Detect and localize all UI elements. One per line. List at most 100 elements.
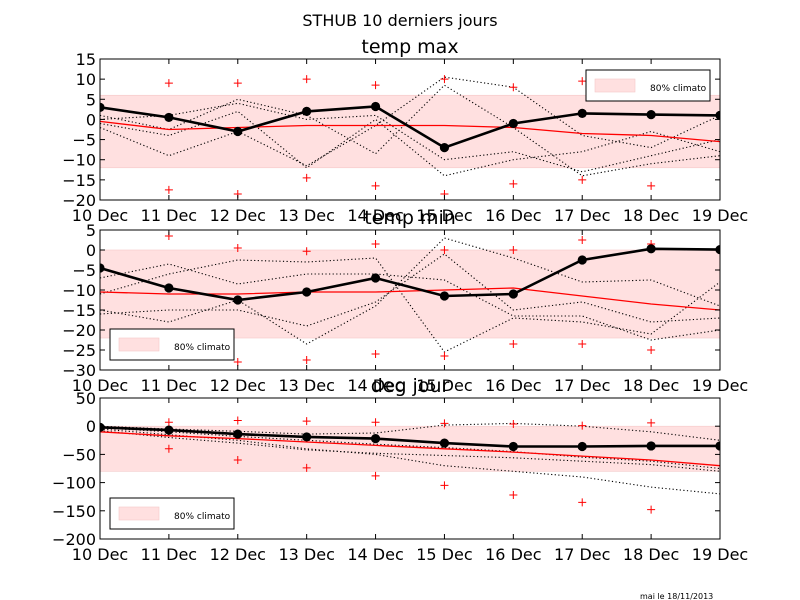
x-tick-label: 13 Dec <box>278 376 334 395</box>
extreme-lower-marker <box>647 181 656 190</box>
observed-point <box>164 112 174 123</box>
extreme-lower-marker <box>164 185 173 194</box>
x-tick-label: 16 Dec <box>485 206 541 225</box>
extreme-lower-marker <box>302 356 311 364</box>
y-tick-label: −30 <box>62 361 96 380</box>
x-tick-label: 15 Dec <box>416 206 472 225</box>
x-tick-label: 13 Dec <box>278 206 334 225</box>
y-tick-label: 0 <box>86 417 96 436</box>
ensemble-line-2 <box>100 110 720 177</box>
legend-swatch <box>594 78 636 93</box>
ensemble-line-0 <box>100 76 720 167</box>
x-tick-label: 14 Dec <box>347 206 403 225</box>
extreme-upper-marker <box>371 81 380 90</box>
x-tick-label: 16 Dec <box>485 545 541 564</box>
legend: 80% climato <box>109 497 235 530</box>
x-tick-label: 12 Dec <box>210 206 266 225</box>
observed-point <box>370 434 381 444</box>
observed-point <box>577 255 587 265</box>
climato-band <box>100 425 720 472</box>
extreme-lower-marker <box>509 179 518 188</box>
extreme-lower-marker <box>578 340 587 348</box>
extreme-upper-marker <box>233 416 242 425</box>
legend: 80% climato <box>585 69 711 102</box>
observed-point <box>233 429 243 439</box>
extreme-lower-marker <box>509 491 518 500</box>
x-tick-label: 19 Dec <box>692 545 748 564</box>
y-tick-label: −15 <box>62 171 96 190</box>
y-tick-label: −5 <box>72 131 96 150</box>
observed-point <box>577 108 587 118</box>
observed-point <box>370 273 381 283</box>
legend-swatch <box>118 506 160 521</box>
x-tick-label: 11 Dec <box>141 545 197 564</box>
x-tick-label: 12 Dec <box>210 376 266 395</box>
x-tick-label: 10 Dec <box>72 376 128 395</box>
x-tick-label: 19 Dec <box>692 206 748 225</box>
extreme-upper-marker <box>302 247 311 256</box>
y-tick-label: −200 <box>52 530 96 549</box>
extreme-lower-marker <box>164 444 173 453</box>
extreme-lower-marker <box>647 505 656 514</box>
x-tick-label: 13 Dec <box>278 545 334 564</box>
ensemble-line-0 <box>100 422 720 441</box>
observed-point <box>233 126 243 137</box>
plot-area <box>100 416 720 514</box>
x-tick-label: 15 Dec <box>416 376 472 395</box>
observed-point <box>577 441 587 452</box>
extreme-lower-marker <box>371 471 380 480</box>
extreme-upper-marker <box>440 419 449 428</box>
observed-point <box>646 441 656 451</box>
extreme-upper-marker <box>509 419 518 428</box>
climato-median-line <box>100 120 720 143</box>
extreme-upper-marker <box>509 246 518 254</box>
x-tick-label: 18 Dec <box>623 545 679 564</box>
observed-point <box>508 441 518 452</box>
observed-point <box>715 110 720 120</box>
observed-point <box>164 283 174 293</box>
y-tick-label: 15 <box>76 50 96 69</box>
x-tick-label: 11 Dec <box>141 206 197 225</box>
y-tick-label: 0 <box>86 110 96 129</box>
legend: 80% climato <box>109 328 235 361</box>
extreme-upper-marker <box>233 244 242 252</box>
x-tick-label: 17 Dec <box>554 376 610 395</box>
plot-frame <box>99 58 721 201</box>
observed-point <box>439 143 450 153</box>
x-tick-label: 19 Dec <box>692 376 748 395</box>
y-tick-label: −15 <box>62 301 96 320</box>
observed-point <box>302 432 312 442</box>
climato-median-line <box>100 431 720 467</box>
legend-label: 80% climato <box>174 512 231 522</box>
x-tick-label: 11 Dec <box>141 376 197 395</box>
y-tick-label: −150 <box>52 502 96 521</box>
observed-point <box>100 422 105 432</box>
extreme-upper-marker <box>233 79 242 88</box>
x-tick-label: 14 Dec <box>347 376 403 395</box>
plot-frame <box>99 397 721 540</box>
observed-point <box>233 295 243 305</box>
y-tick-label: 10 <box>76 70 96 89</box>
y-tick-label: 50 <box>76 389 96 408</box>
x-tick-label: 16 Dec <box>485 376 541 395</box>
y-tick-label: −5 <box>72 261 96 280</box>
observed-point <box>439 438 450 448</box>
plot-area <box>100 75 720 198</box>
extreme-upper-marker <box>371 240 380 248</box>
extreme-upper-marker <box>302 417 311 426</box>
extreme-upper-marker <box>164 418 173 427</box>
y-tick-label: −20 <box>62 191 96 210</box>
observed-point <box>508 118 518 129</box>
climato-band <box>100 94 720 169</box>
y-tick-label: −100 <box>52 474 96 493</box>
extreme-lower-marker <box>440 352 449 360</box>
extreme-upper-marker <box>371 418 380 427</box>
x-tick-label: 12 Dec <box>210 545 266 564</box>
extreme-upper-marker <box>578 77 587 86</box>
extreme-lower-marker <box>302 173 311 182</box>
y-tick-label: −20 <box>62 321 96 340</box>
observed-point <box>715 441 720 451</box>
